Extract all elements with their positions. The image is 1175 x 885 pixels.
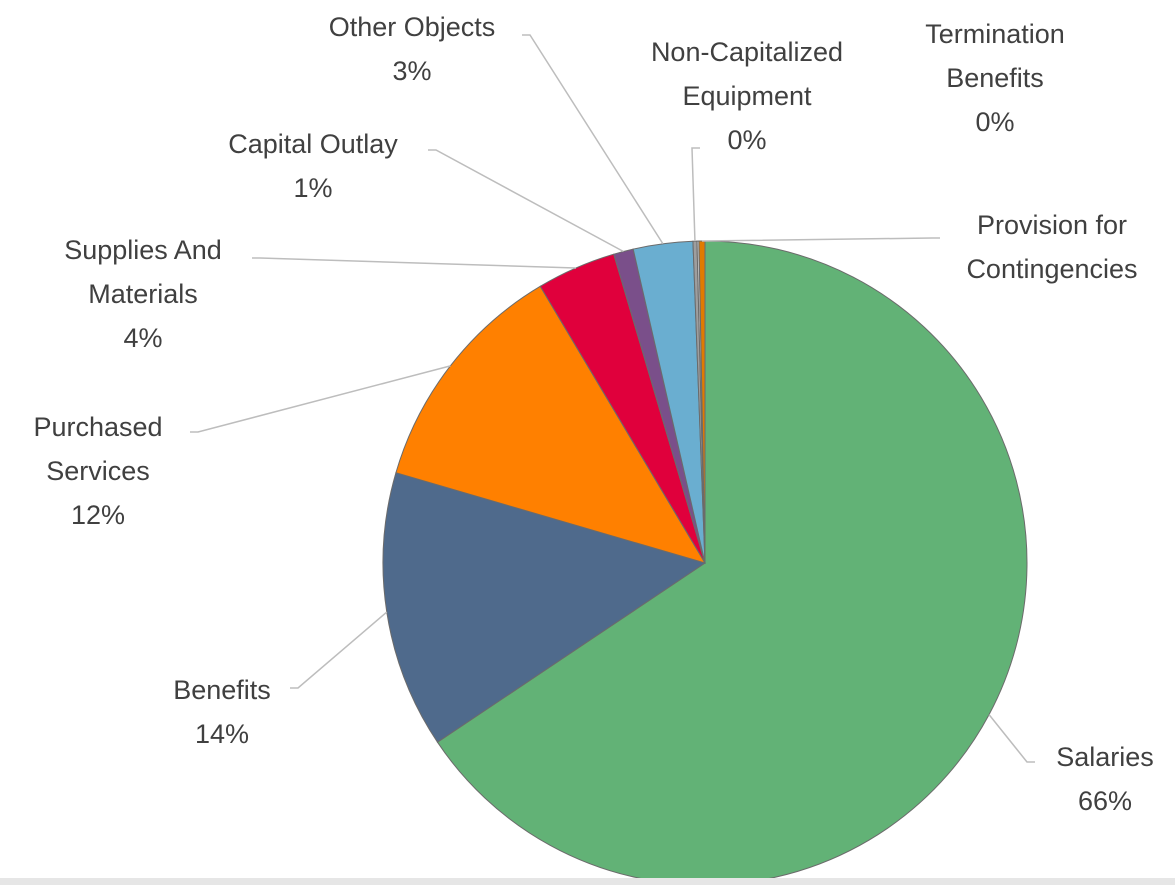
pie-slice (382, 472, 707, 743)
slice-label: Purchased Services (33, 412, 163, 486)
slice-label: Non-Capitalized Equipment (650, 37, 844, 111)
slice-value-label: 3% (392, 56, 432, 86)
slice-label: Termination Benefits (925, 19, 1065, 93)
leader-line (691, 147, 700, 242)
leader-line (252, 257, 577, 269)
slice-label: Benefits (173, 675, 271, 705)
leader-line (988, 714, 1035, 763)
slice-value-label: 0% (727, 125, 767, 155)
leader-line (290, 611, 388, 689)
pie-slice (436, 240, 1028, 885)
leader-line (522, 34, 664, 245)
slice-value-label: 14% (194, 719, 250, 749)
slice-value-label: 0% (975, 107, 1015, 137)
slice-label: Salaries (1056, 742, 1154, 772)
bottom-band (0, 878, 1175, 885)
slice-label: Other Objects (328, 12, 496, 42)
slice-label: Supplies And Materials (64, 235, 222, 309)
pie-slice (395, 285, 707, 564)
slice-value-label: 4% (123, 323, 163, 353)
leader-line (701, 237, 940, 242)
leader-line (190, 365, 451, 433)
leader-line (428, 149, 624, 253)
slice-value-label: 12% (70, 500, 126, 530)
slice-value-label: 1% (293, 173, 333, 203)
slice-value-label: 66% (1077, 786, 1133, 816)
slice-label: Capital Outlay (228, 129, 398, 159)
slice-label: Provision for Contingencies (966, 210, 1138, 284)
